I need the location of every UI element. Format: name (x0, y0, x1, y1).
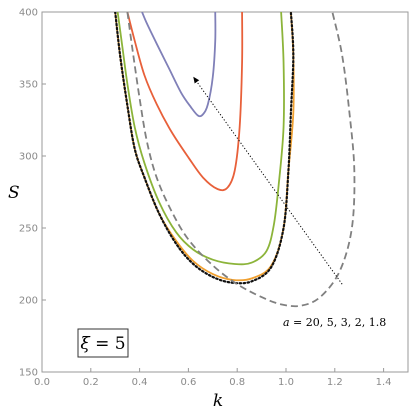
series-curve-6 (126, 12, 356, 308)
xi-box-frame (77, 328, 129, 358)
series-group (114, 12, 356, 308)
x-tick-label: 1.4 (376, 377, 392, 388)
a-label-values: = 20, 5, 3, 2, 1.8 (290, 316, 387, 329)
xi-box: ξ = 5 (77, 328, 129, 358)
series-curve-4 (114, 12, 295, 282)
series-curve-2 (126, 12, 244, 192)
plot-frame (41, 11, 409, 373)
y-tick-label: 400 (19, 8, 38, 19)
y-tick-label: 200 (19, 296, 38, 307)
x-tick-label: 0.4 (132, 377, 148, 388)
axis-ticks: 0.0 0.2 0.4 0.6 0.8 1.0 1.2 1.4 150 200 250 300 350 4… (19, 8, 392, 389)
series-curve-1 (141, 12, 217, 118)
annotation-arrow (192, 76, 343, 285)
xi-label-var: ξ (80, 334, 91, 354)
xi-label-value: = 5 (90, 334, 126, 354)
xi-label: ξ = 5 (80, 334, 125, 354)
a-label-var: a (283, 316, 290, 329)
x-tick-label: 0.6 (180, 377, 196, 388)
a-values-label: a = 20, 5, 3, 2, 1.8 (283, 316, 386, 329)
series-curve-3 (116, 12, 285, 266)
y-tick-label: 350 (19, 80, 38, 91)
x-axis-title: k (213, 391, 223, 411)
x-tick-label: 0.8 (229, 377, 245, 388)
x-tick-label: 1.0 (278, 377, 294, 388)
series-curve-5 (114, 12, 295, 285)
y-axis-title: S (8, 183, 20, 203)
y-tick-label: 300 (19, 152, 38, 163)
y-tick-label: 250 (19, 224, 38, 235)
y-tick-label: 150 (19, 368, 38, 379)
x-tick-label: 0.0 (34, 377, 50, 388)
x-tick-label: 1.2 (327, 377, 343, 388)
x-tick-label: 0.2 (83, 377, 99, 388)
